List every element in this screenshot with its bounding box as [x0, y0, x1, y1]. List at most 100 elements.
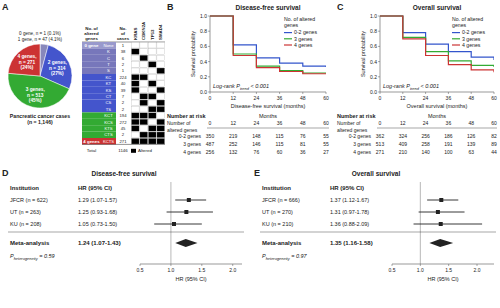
risk-row-label: 4 genes: [183, 149, 201, 155]
row-count: 2: [122, 132, 125, 137]
y-tick-label: 0.8: [200, 28, 207, 34]
gene-header: KRAS: [133, 27, 138, 40]
x-tick: [402, 92, 403, 94]
table-rule: [82, 144, 165, 145]
risk-column: 24: [423, 120, 429, 126]
data-label: 1.31 (0.97-1.78): [330, 209, 369, 215]
x-tick-label: 24: [254, 95, 260, 101]
gene-cell: [148, 100, 156, 106]
annotation-part: Log-rank P: [213, 83, 240, 89]
hr-point: [436, 210, 440, 214]
risk-value: 256: [421, 133, 430, 139]
gene-cell: [131, 100, 139, 106]
gene-cell: [157, 113, 165, 119]
ci-line: [154, 224, 202, 225]
x-tick: [326, 92, 327, 94]
column-header: Institution: [262, 185, 291, 191]
data-label-line: n = 513: [27, 92, 44, 97]
risk-value: 115: [276, 141, 284, 147]
risk-row-label: 3 genes: [183, 141, 201, 147]
risk-value: 44: [491, 149, 497, 155]
gene-cell: [140, 94, 148, 100]
group-band: [82, 125, 116, 131]
data-label-line: 2 genes,: [48, 60, 68, 65]
row-count: 2: [122, 107, 125, 112]
y-tick: [208, 92, 210, 93]
data-label-line: 4 genes,: [17, 54, 37, 59]
row-label: CT: [106, 94, 112, 99]
total-label: Total: [87, 148, 96, 153]
x-tick: [256, 92, 257, 94]
data-label: 3 genes,n = 513(45%): [26, 87, 46, 103]
x-tick: [477, 264, 478, 266]
risk-value: 139: [467, 141, 476, 147]
gene-cell: [157, 100, 165, 106]
data-label-line: (27%): [51, 71, 64, 76]
y-tick: [208, 61, 210, 62]
row-label: CTS: [104, 132, 113, 137]
group-band: [82, 138, 116, 144]
y-tick-label: 1.0: [200, 13, 207, 19]
risk-value: 76: [254, 149, 260, 155]
x-axis-line: [392, 264, 494, 265]
risk-value: 513: [376, 141, 385, 147]
group-band: [82, 80, 116, 86]
risk-row-label: 0-2 genes: [179, 133, 202, 139]
hr-point: [172, 222, 176, 226]
risk-column: 24: [254, 120, 260, 126]
chart-title-line: Pancreatic cancer cases: [10, 113, 70, 119]
category-label: UT (n = 263): [10, 209, 41, 215]
column-header: Institution: [10, 185, 39, 191]
x-tick: [392, 264, 393, 266]
risk-value: 409: [399, 141, 408, 147]
x-tick-label: 0: [379, 95, 382, 101]
meta-value-label: 1.35 (1.16-1.58): [330, 240, 373, 246]
risk-value: 186: [444, 133, 453, 139]
x-tick-label: 0.5: [137, 267, 144, 273]
legend-swatch: [131, 149, 136, 153]
x-tick: [494, 92, 495, 94]
risk-value: 55: [323, 141, 329, 147]
gene-cell: [148, 87, 156, 93]
group-band: [82, 55, 116, 61]
gene-cell: [157, 62, 165, 68]
y-axis-label: Survival probability: [360, 31, 366, 77]
gene-header: CDKN2A: [141, 21, 146, 40]
risk-value: 146: [252, 141, 261, 147]
gene-cell: [157, 68, 165, 74]
risk-value: 271: [376, 149, 385, 155]
ci-line: [419, 212, 465, 213]
x-tick-label: 48: [300, 95, 306, 101]
gene-cell: [140, 62, 148, 68]
data-label: 1.29 (1.07-1.57): [78, 197, 117, 203]
y-tick: [378, 46, 380, 47]
pie-slice: [8, 44, 40, 76]
chart-title: Pancreatic cancer cases(n = 1,146): [10, 113, 70, 125]
pie: [8, 44, 72, 108]
legend-title-line: genes: [452, 22, 467, 28]
gene-cell: [148, 55, 156, 61]
row-count: 40: [121, 81, 126, 86]
data-label: 1.05 (0.73-1.50): [78, 221, 117, 227]
row-count: 38: [121, 49, 126, 54]
x-tick: [302, 92, 303, 94]
legend-title: No. of alteredgenes: [452, 16, 483, 28]
meta-label: Meta-analysis: [10, 240, 50, 246]
data-label: 1.36 (0.88-2.09): [330, 221, 369, 227]
x-tick: [471, 92, 472, 94]
reference-line: [170, 182, 171, 264]
gene-cell: [148, 81, 156, 87]
data-label-line: n = 314: [49, 65, 66, 70]
gene-cell: [148, 126, 156, 132]
plot-marks: [380, 16, 494, 72]
gene-cell: [140, 74, 148, 80]
gene-cell: [131, 55, 139, 61]
x-tick-label: 48: [468, 95, 474, 101]
chart-root: A2 genes,n = 314(27%)3 genes,n = 513(45%…: [0, 0, 500, 308]
legend-label: 4 genes: [462, 42, 481, 48]
y-tick: [208, 31, 210, 32]
x-tick: [448, 264, 449, 266]
gene-cell: [140, 100, 148, 106]
x-axis-line: [140, 264, 242, 265]
gene-cell: [131, 42, 139, 48]
